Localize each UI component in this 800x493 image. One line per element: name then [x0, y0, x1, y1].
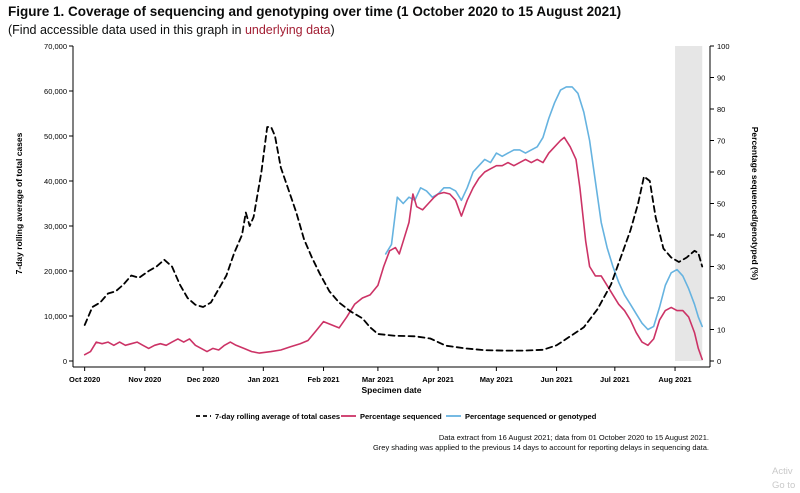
x-tick-label: Apr 2021: [422, 375, 454, 384]
y-tick-label: 70,000: [44, 42, 67, 51]
figure-title: Figure 1. Coverage of sequencing and gen…: [8, 4, 622, 19]
y2-tick-label: 60: [717, 168, 725, 177]
x-tick-label: Jan 2021: [247, 375, 279, 384]
x-tick-label: Feb 2021: [307, 375, 339, 384]
legend: 7-day rolling average of total cases Perc…: [196, 412, 597, 421]
footnote-line-1: Data extract from 16 August 2021; data f…: [438, 433, 709, 442]
y2-tick-label: 30: [717, 263, 725, 272]
shaded-region: [675, 46, 703, 361]
x-tick-label: Mar 2021: [362, 375, 394, 384]
y2-tick-label: 100: [717, 42, 730, 51]
y2-tick-label: 80: [717, 105, 725, 114]
y2-tick-label: 20: [717, 294, 725, 303]
x-tick-label: May 2021: [480, 375, 513, 384]
x-tick-label: Oct 2020: [69, 375, 100, 384]
legend-label: Percentage sequenced: [360, 412, 442, 421]
axes: 0 10,000 20,000 30,000 40,000 50,000 60,000 70,…: [14, 42, 760, 395]
watermark-line-1: Activ: [772, 466, 793, 477]
series-line-cases: [83, 126, 704, 352]
subtitle-text-close: ): [330, 23, 335, 37]
y-tick-label: 10,000: [44, 312, 67, 321]
coverage-chart: 0 10,000 20,000 30,000 40,000 50,000 60,000 70,…: [14, 42, 760, 421]
y-tick-label: 60,000: [44, 87, 67, 96]
x-axis-label: Specimen date: [362, 385, 422, 395]
y2-tick-label: 10: [717, 326, 725, 335]
x-tick-label: Aug 2021: [658, 375, 691, 384]
series-lines: [83, 86, 704, 361]
series-line-sequenced: [83, 136, 704, 361]
y2-tick-label: 50: [717, 200, 725, 209]
y-tick-label: 40,000: [44, 177, 67, 186]
y-tick-label: 50,000: [44, 132, 67, 141]
y2-tick-label: 0: [717, 357, 721, 366]
x-tick-label: Jun 2021: [541, 375, 573, 384]
y-tick-label: 0: [63, 357, 67, 366]
reporting-delay-shading: [675, 46, 703, 361]
figure-subtitle: (Find accessible data used in this graph…: [8, 23, 335, 37]
x-tick-label: Dec 2020: [187, 375, 220, 384]
y2-tick-label: 70: [717, 137, 725, 146]
y-axis-label: 7-day rolling average of total cases: [14, 132, 24, 274]
legend-label: Percentage sequenced or genotyped: [465, 412, 597, 421]
y2-tick-label: 90: [717, 74, 725, 83]
y-tick-label: 30,000: [44, 222, 67, 231]
x-tick-label: Nov 2020: [128, 375, 161, 384]
y-tick-label: 20,000: [44, 267, 67, 276]
footnote-line-2: Grey shading was applied to the previous…: [372, 443, 709, 452]
underlying-data-link[interactable]: underlying data: [244, 23, 331, 37]
y2-axis-label: Percentage sequenced/genotyped (%): [750, 127, 760, 281]
subtitle-text-open: (Find accessible data used in this graph…: [8, 23, 245, 37]
x-tick-label: Jul 2021: [600, 375, 630, 384]
watermark-line-2: Go to: [772, 480, 796, 491]
legend-label: 7-day rolling average of total cases: [215, 412, 340, 421]
y2-tick-label: 40: [717, 231, 725, 240]
